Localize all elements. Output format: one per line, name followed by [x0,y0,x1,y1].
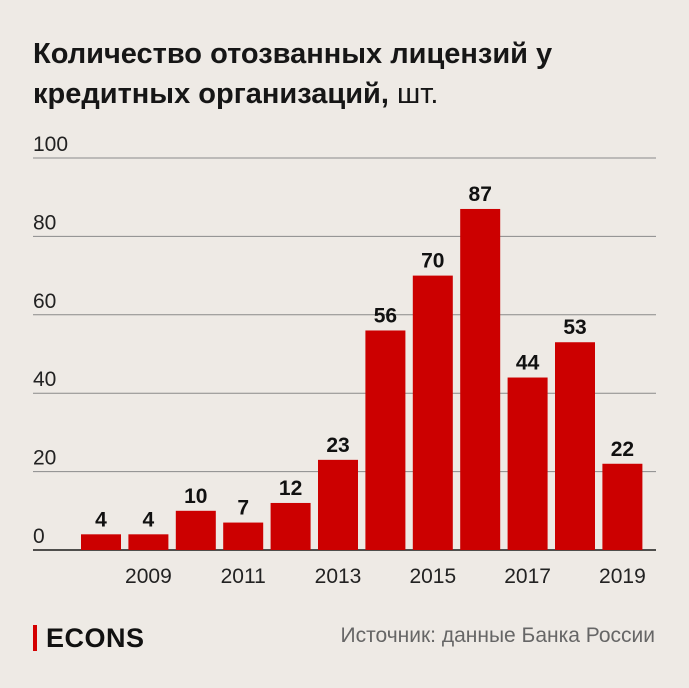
data-label: 23 [326,434,349,457]
econs-logo: ECONS [33,622,145,654]
chart-title-unit: шт. [397,78,439,110]
chart-title-text: Количество отозванных лицензий у кредитн… [33,38,553,110]
y-tick-label: 100 [33,133,68,156]
bar [412,275,453,550]
data-label: 44 [516,352,540,375]
bar [365,330,406,550]
x-tick-label: 2017 [504,565,551,588]
data-label: 4 [143,508,155,531]
bar [128,534,169,550]
x-tick-label: 2011 [221,565,266,588]
data-label: 70 [421,250,444,273]
bar [223,522,264,550]
y-tick-label: 80 [33,211,56,234]
x-tick-label: 2019 [599,565,646,588]
bar [81,534,121,550]
y-tick-label: 20 [33,447,56,470]
x-tick-label: 2013 [315,565,362,588]
logo-text: ECONS [46,622,145,653]
data-label: 56 [374,304,397,327]
bar [460,208,501,550]
data-label: 10 [184,485,207,508]
data-label: 7 [237,497,249,520]
data-label: 53 [563,316,586,339]
y-tick-label: 0 [33,525,45,548]
bar [318,459,358,550]
bar [555,342,595,550]
chart-title: Количество отозванных лицензий у кредитн… [33,34,653,114]
bar [507,377,548,550]
x-tick-label: 2015 [409,565,456,588]
bar [175,510,216,550]
data-label: 12 [279,477,302,500]
data-label: 4 [95,508,107,531]
data-label: 87 [469,183,492,206]
source-note: Источник: данные Банка России [340,624,656,647]
bar [602,463,643,550]
logo-accent-bar [33,625,37,651]
y-tick-label: 60 [33,290,56,313]
data-label: 22 [611,438,634,461]
bar [270,502,311,550]
x-tick-label: 2009 [125,565,172,588]
y-tick-label: 40 [33,368,56,391]
